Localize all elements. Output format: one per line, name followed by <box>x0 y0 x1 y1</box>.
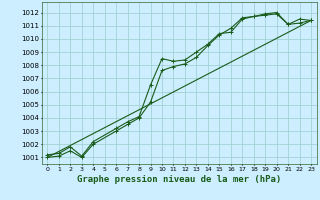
X-axis label: Graphe pression niveau de la mer (hPa): Graphe pression niveau de la mer (hPa) <box>77 175 281 184</box>
